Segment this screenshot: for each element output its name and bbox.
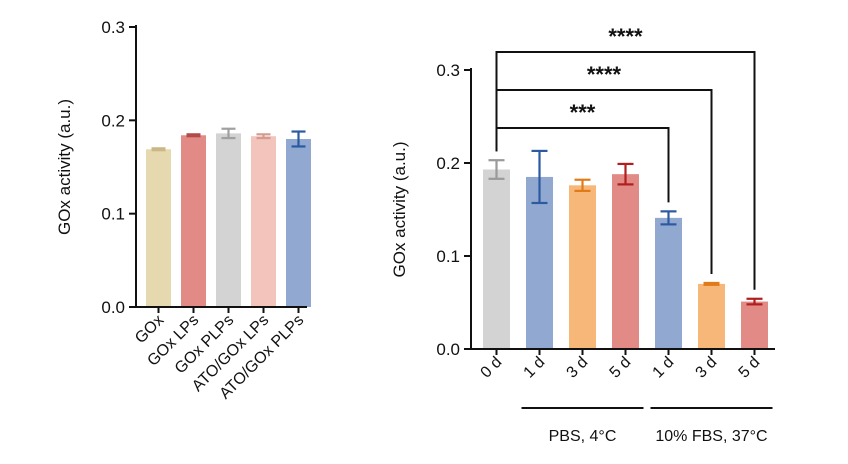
right-bar-4 xyxy=(655,217,682,349)
chart-right-panel: 0.0 0.1 0.2 0.3 0 d 1 d 3 d 5 d 1 d 3 d 5 d GOx act… xyxy=(390,24,775,445)
left-y-tick-label-1: 0.1 xyxy=(101,205,125,224)
left-bar-4 xyxy=(286,139,311,307)
left-y-axis-label: GOx activity (a.u.) xyxy=(55,99,74,235)
right-x-tick-label-5: 3 d xyxy=(693,354,721,382)
left-bar-3 xyxy=(251,136,276,307)
left-error-bar-4 xyxy=(291,130,306,148)
right-bar-2 xyxy=(569,185,596,349)
right-x-tick-label-3: 5 d xyxy=(607,354,635,382)
right-bar-3 xyxy=(612,174,639,349)
right-group-label-0: PBS, 4°C xyxy=(549,428,617,445)
right-significance-label-2: **** xyxy=(608,24,643,49)
right-x-tick-label-0: 0 d xyxy=(478,354,506,382)
right-x-tick-label-6: 5 d xyxy=(736,354,764,382)
right-y-axis-label: GOx activity (a.u.) xyxy=(390,141,409,277)
right-y-tick-label-1: 0.1 xyxy=(436,247,460,266)
left-y-tick-label-3: 0.3 xyxy=(101,18,125,37)
right-significance-label-1: **** xyxy=(587,62,622,87)
right-error-bar-3 xyxy=(617,162,634,186)
right-y-tick-label-0: 0.0 xyxy=(436,340,460,359)
right-significance-bracket-2 xyxy=(495,51,756,290)
left-bar-0 xyxy=(146,149,171,307)
right-x-tick-label-4: 1 d xyxy=(650,354,678,382)
left-error-bar-3 xyxy=(256,133,271,140)
left-error-bar-1 xyxy=(186,133,201,138)
right-error-bar-0 xyxy=(488,159,505,180)
right-bar-1 xyxy=(526,176,553,349)
right-error-bar-2 xyxy=(574,178,591,192)
right-bar-6 xyxy=(741,301,768,349)
left-bar-1 xyxy=(181,135,206,307)
right-group-label-1: 10% FBS, 37°C xyxy=(655,428,767,445)
right-error-bar-5 xyxy=(703,281,720,286)
right-x-tick-label-2: 3 d xyxy=(564,354,592,382)
left-y-tick-label-2: 0.2 xyxy=(101,111,125,130)
right-x-tick-label-1: 1 d xyxy=(521,354,549,382)
right-bar-0 xyxy=(483,169,510,349)
right-error-bar-1 xyxy=(531,149,548,205)
right-bar-5 xyxy=(698,283,725,349)
left-error-bar-0 xyxy=(151,147,166,152)
right-y-tick-label-2: 0.2 xyxy=(436,154,460,173)
right-significance-label-0: *** xyxy=(570,100,596,125)
left-error-bar-2 xyxy=(221,127,236,140)
right-error-bar-4 xyxy=(660,210,677,226)
left-bar-2 xyxy=(216,133,241,307)
right-error-bar-6 xyxy=(746,297,763,306)
right-y-tick-label-3: 0.3 xyxy=(436,61,460,80)
left-y-tick-label-0: 0.0 xyxy=(101,298,125,317)
